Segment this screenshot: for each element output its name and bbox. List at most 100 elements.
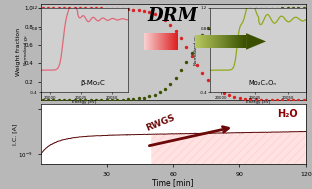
- Point: [189, 51, 194, 54]
- Point: [120, 7, 125, 10]
- Point: [200, 34, 205, 37]
- Point: [221, 14, 226, 17]
- Point: [61, 99, 66, 102]
- Point: [168, 23, 173, 26]
- Point: [104, 7, 109, 10]
- Point: [253, 98, 258, 101]
- Point: [205, 27, 210, 30]
- Point: [147, 95, 152, 98]
- Point: [94, 99, 99, 102]
- Point: [258, 98, 263, 101]
- Point: [221, 91, 226, 94]
- Text: RWGS: RWGS: [144, 113, 176, 133]
- Point: [152, 12, 157, 15]
- Point: [99, 7, 104, 10]
- Point: [61, 7, 66, 10]
- Point: [72, 99, 77, 102]
- Point: [248, 8, 253, 11]
- Point: [184, 60, 189, 63]
- Point: [40, 7, 45, 10]
- Point: [242, 97, 247, 100]
- Point: [269, 7, 274, 10]
- Point: [173, 76, 178, 79]
- Point: [125, 8, 130, 11]
- Point: [195, 42, 200, 45]
- Point: [83, 7, 88, 10]
- Point: [77, 7, 82, 10]
- Point: [269, 98, 274, 101]
- Point: [248, 98, 253, 101]
- Point: [211, 84, 216, 87]
- Point: [163, 87, 168, 90]
- Point: [77, 99, 82, 102]
- Point: [242, 8, 247, 11]
- Point: [285, 99, 290, 102]
- Point: [46, 7, 51, 10]
- Point: [200, 72, 205, 75]
- Point: [141, 9, 146, 12]
- Point: [110, 7, 115, 10]
- Point: [125, 98, 130, 101]
- Point: [296, 7, 301, 10]
- Point: [285, 7, 290, 10]
- Point: [179, 37, 184, 40]
- Point: [216, 17, 221, 20]
- Text: DRM: DRM: [148, 7, 198, 25]
- Point: [173, 29, 178, 32]
- Point: [275, 7, 280, 10]
- Point: [179, 69, 184, 72]
- Point: [88, 7, 93, 10]
- Point: [275, 98, 280, 101]
- Point: [46, 99, 51, 102]
- Point: [195, 64, 200, 67]
- Text: H₂O: H₂O: [277, 109, 298, 119]
- Point: [56, 7, 61, 10]
- Point: [67, 7, 72, 10]
- Point: [88, 99, 93, 102]
- Point: [211, 21, 216, 24]
- Point: [280, 7, 285, 10]
- X-axis label: Time [min]: Time [min]: [152, 178, 194, 187]
- Point: [157, 15, 162, 18]
- Point: [67, 99, 72, 102]
- Point: [136, 97, 141, 100]
- Point: [264, 7, 269, 10]
- Point: [131, 8, 136, 11]
- Point: [51, 99, 56, 102]
- Y-axis label: I.C. [A]: I.C. [A]: [12, 123, 17, 145]
- Point: [184, 45, 189, 48]
- Point: [157, 91, 162, 94]
- Point: [152, 93, 157, 96]
- Y-axis label: Weight fraction: Weight fraction: [17, 28, 22, 76]
- Point: [141, 96, 146, 99]
- Point: [237, 9, 242, 12]
- Point: [99, 98, 104, 101]
- Point: [110, 98, 115, 101]
- Point: [264, 98, 269, 101]
- Point: [163, 19, 168, 22]
- Point: [205, 79, 210, 82]
- Point: [258, 7, 263, 10]
- Point: [147, 11, 152, 14]
- Point: [232, 10, 237, 13]
- Point: [301, 7, 306, 10]
- Point: [72, 7, 77, 10]
- Point: [136, 9, 141, 12]
- Point: [120, 98, 125, 101]
- Point: [301, 99, 306, 102]
- Point: [83, 99, 88, 102]
- Point: [104, 98, 109, 101]
- Point: [290, 7, 295, 10]
- Point: [189, 54, 194, 57]
- Point: [237, 96, 242, 99]
- Point: [56, 99, 61, 102]
- Point: [253, 8, 258, 11]
- Point: [94, 7, 99, 10]
- Point: [227, 12, 232, 15]
- Point: [40, 99, 45, 102]
- Polygon shape: [246, 33, 266, 50]
- Point: [131, 98, 136, 101]
- Point: [227, 94, 232, 97]
- Point: [168, 82, 173, 85]
- Point: [290, 99, 295, 102]
